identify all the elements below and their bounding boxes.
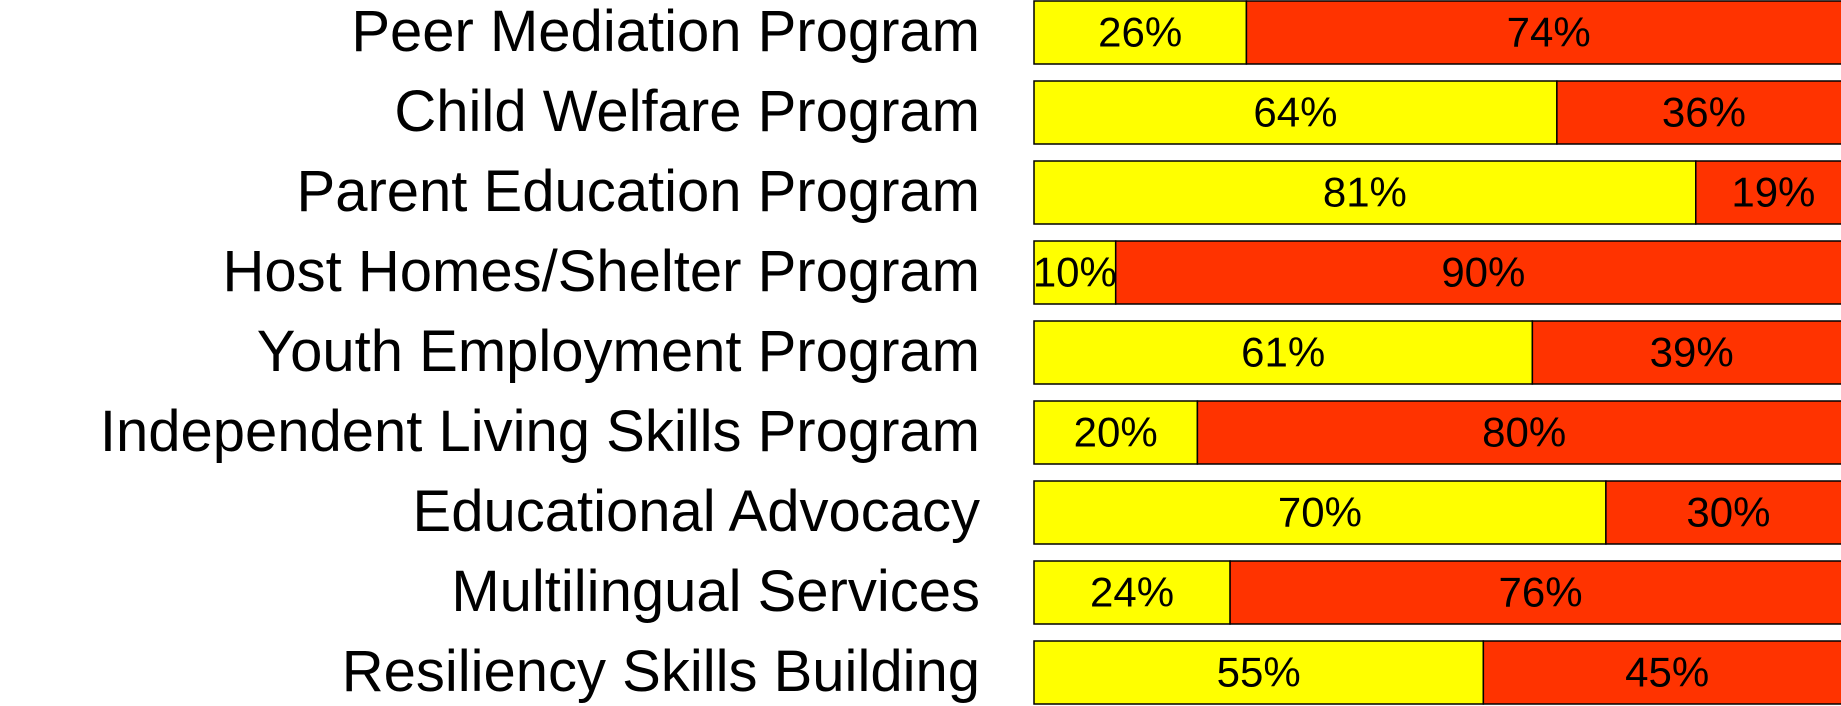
- value-label: 45%: [1625, 649, 1709, 696]
- bar-segment: [1033, 560, 1231, 625]
- bar-segment: [1229, 560, 1841, 625]
- value-label: 90%: [1441, 249, 1525, 296]
- value-label: 26%: [1098, 9, 1182, 56]
- bar-segment: [1531, 320, 1841, 385]
- bar-segment: [1033, 320, 1534, 385]
- bar-segment: [1196, 400, 1841, 465]
- bar-segment: [1695, 160, 1841, 225]
- bar-segment: [1033, 80, 1558, 145]
- bar-segment: [1605, 480, 1841, 545]
- category-label: Youth Employment Program: [257, 319, 980, 384]
- bar-segment: [1556, 80, 1841, 145]
- value-label: 61%: [1241, 329, 1325, 376]
- value-label: 19%: [1731, 169, 1815, 216]
- value-label: 64%: [1253, 89, 1337, 136]
- category-label: Resiliency Skills Building: [342, 639, 980, 704]
- category-label: Independent Living Skills Program: [100, 399, 980, 464]
- value-label: 36%: [1662, 89, 1746, 136]
- value-label: 10%: [1033, 249, 1117, 296]
- bar-segment: [1114, 240, 1841, 305]
- value-label: 81%: [1323, 169, 1407, 216]
- bar-segment: [1482, 640, 1841, 705]
- value-label: 30%: [1686, 489, 1770, 536]
- value-label: 76%: [1499, 569, 1583, 616]
- value-label: 80%: [1482, 409, 1566, 456]
- value-label: 20%: [1074, 409, 1158, 456]
- value-label: 55%: [1217, 649, 1301, 696]
- category-label: Parent Education Program: [297, 159, 980, 224]
- bar-segment: [1245, 0, 1841, 65]
- value-label: 74%: [1507, 9, 1591, 56]
- bar-segment: [1033, 0, 1248, 65]
- bar-segment: [1033, 480, 1607, 545]
- category-label: Host Homes/Shelter Program: [223, 239, 980, 304]
- category-label: Educational Advocacy: [413, 479, 980, 544]
- bar-segment: [1033, 240, 1117, 305]
- category-label: Child Welfare Program: [394, 79, 980, 144]
- value-label: 70%: [1278, 489, 1362, 536]
- category-label: Multilingual Services: [451, 559, 980, 624]
- category-label: Peer Mediation Program: [351, 0, 980, 64]
- value-label: 24%: [1090, 569, 1174, 616]
- value-label: 39%: [1650, 329, 1734, 376]
- bar-segment: [1033, 400, 1199, 465]
